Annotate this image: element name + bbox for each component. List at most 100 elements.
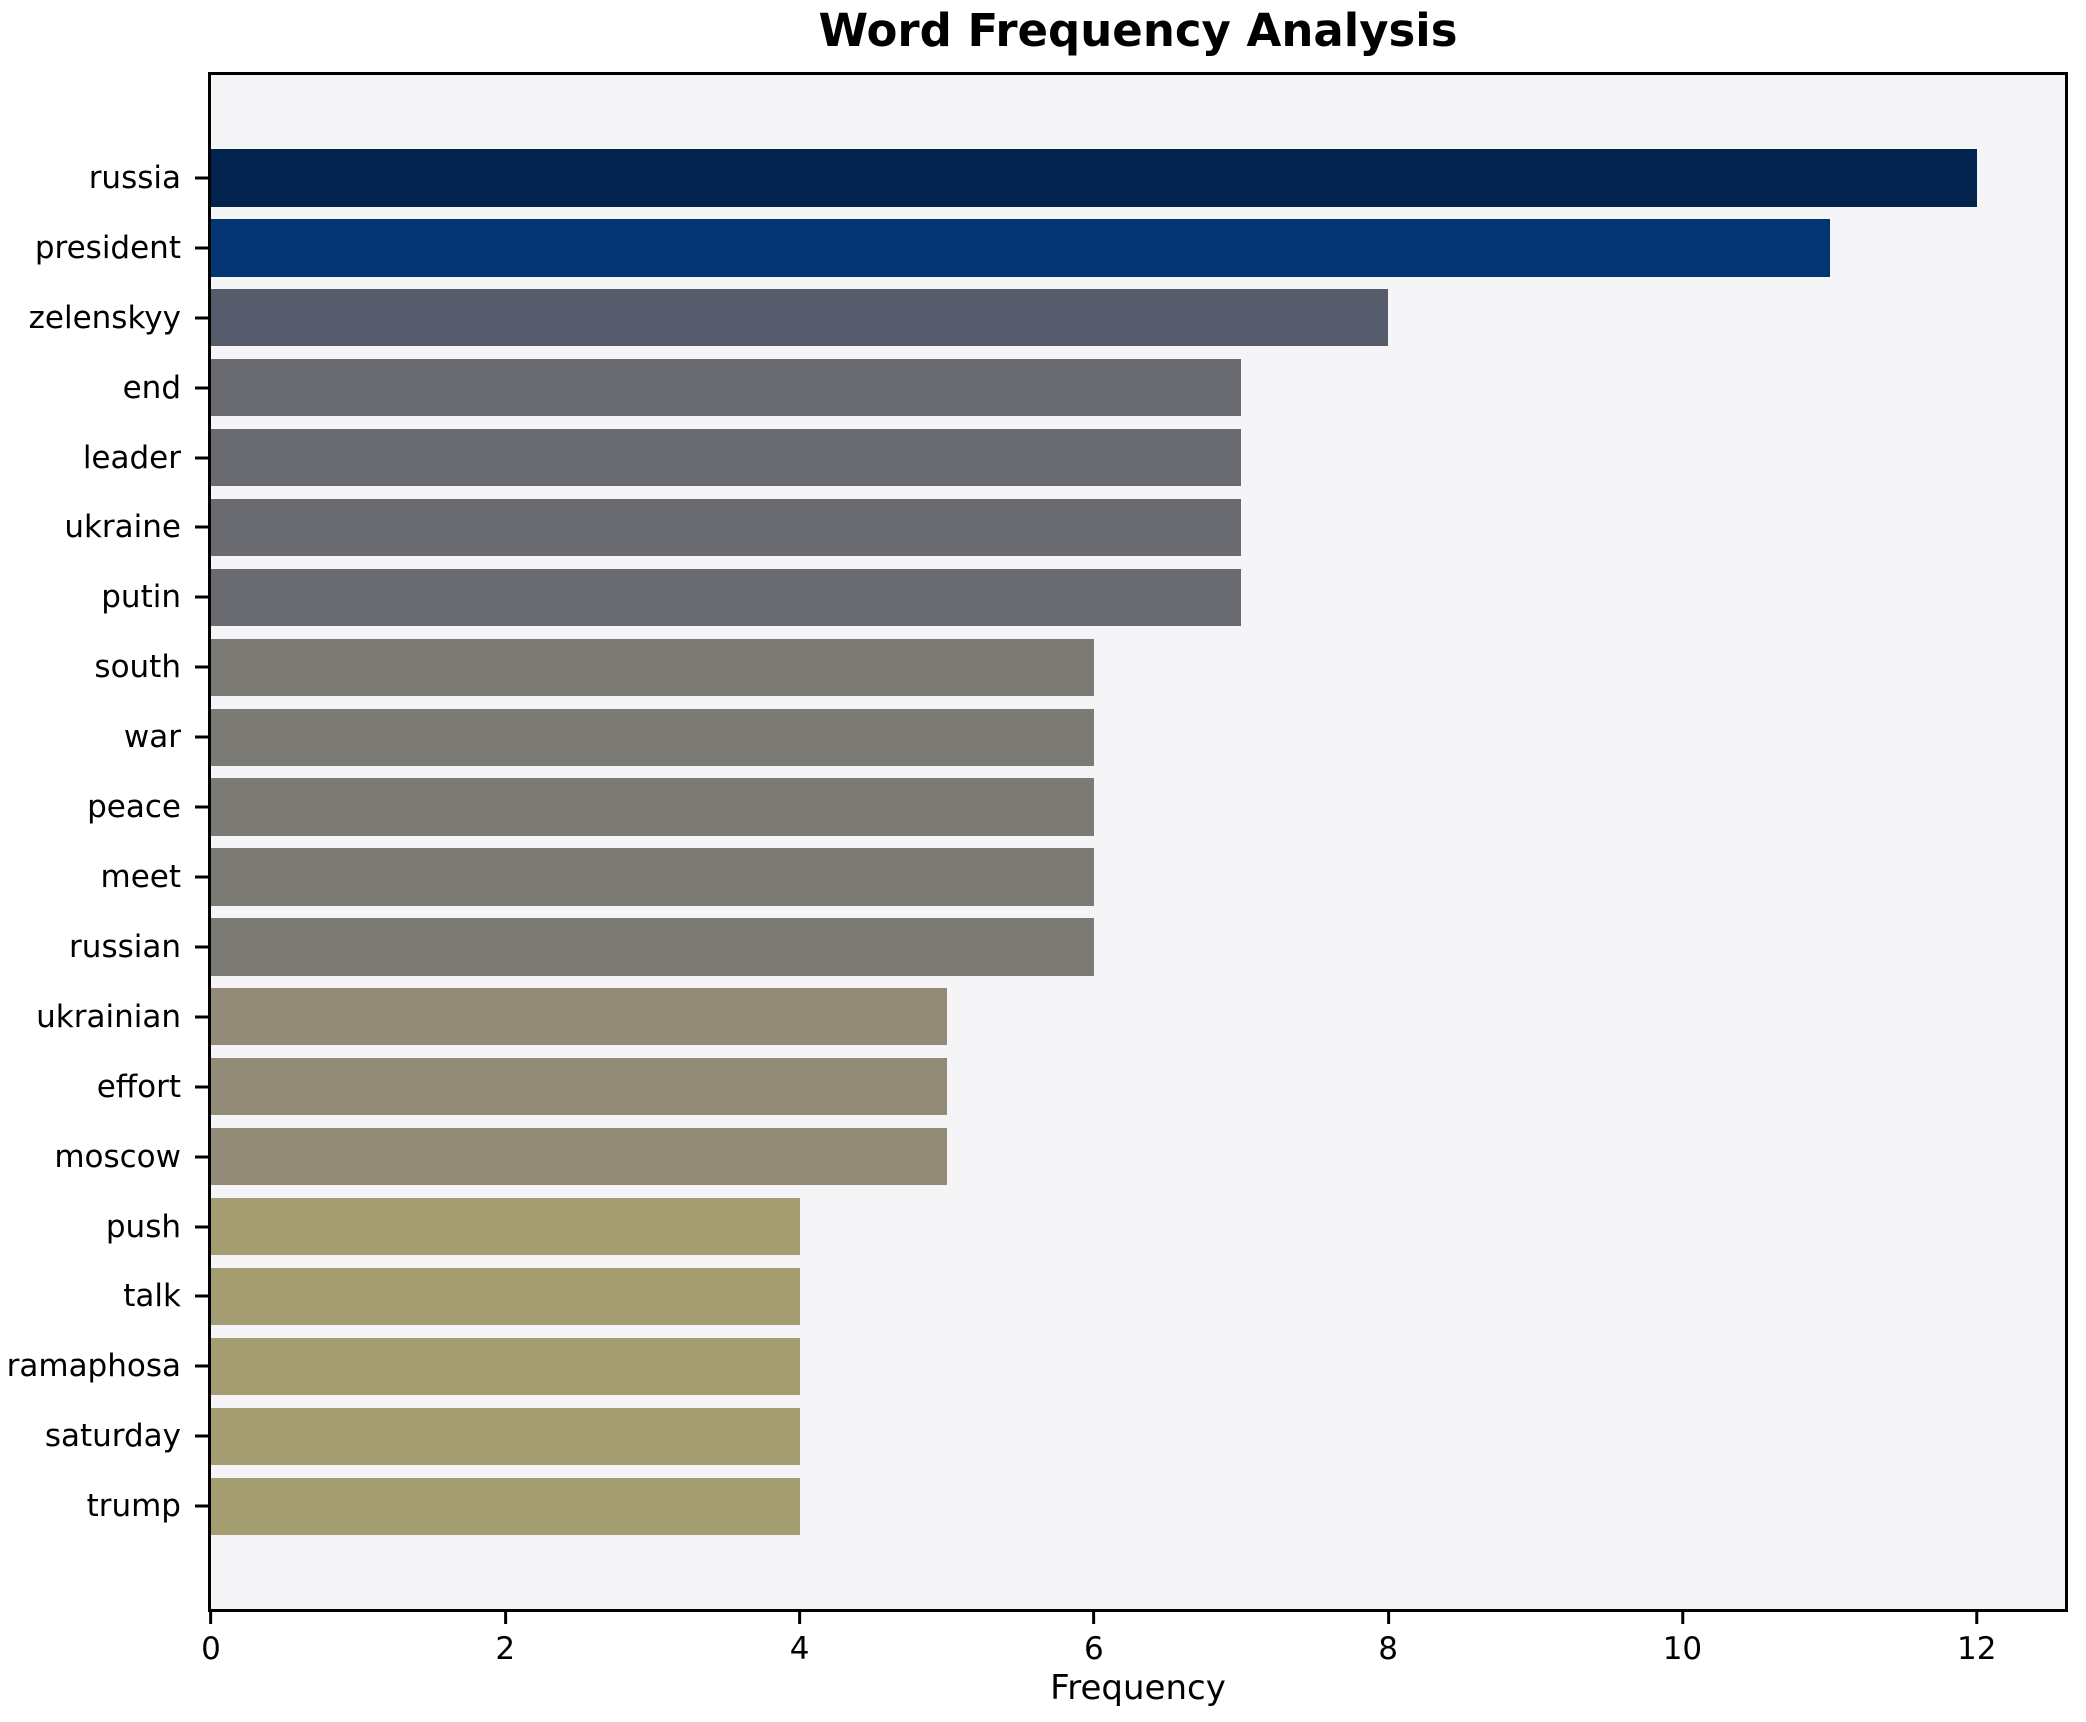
y-tick-label: war <box>123 719 181 756</box>
bar-row: ukraine <box>64 493 2065 563</box>
y-tick-mark <box>195 1225 208 1229</box>
x-tick-label: 12 <box>1956 1631 1997 1667</box>
y-tick-mark <box>195 1155 208 1159</box>
x-tick-label: 0 <box>201 1631 221 1667</box>
bar-peace <box>211 778 1094 836</box>
x-tick-mark <box>1092 1612 1096 1624</box>
bar-row: end <box>123 353 2065 423</box>
x-tick-mark <box>1680 1612 1684 1624</box>
x-tick: 10 <box>1663 1612 1702 1667</box>
x-tick-label: 10 <box>1662 1631 1703 1667</box>
bar-putin <box>211 568 1241 627</box>
y-tick-label: president <box>34 229 181 266</box>
bar-row: zelenskyy <box>29 283 2065 353</box>
y-tick-mark <box>195 1434 208 1438</box>
bar-ramaphosa <box>211 1337 800 1396</box>
y-tick-mark <box>195 665 208 669</box>
x-tick: 2 <box>495 1612 515 1667</box>
y-tick-label: trump <box>86 1488 181 1525</box>
x-tick: 6 <box>1084 1612 1104 1667</box>
bar-ukrainian <box>211 988 947 1046</box>
bar-leader <box>211 428 1241 487</box>
y-tick-label: leader <box>82 439 181 476</box>
bar-row: president <box>35 213 2065 283</box>
y-tick-label: ukrainian <box>36 998 181 1035</box>
bar-president <box>211 219 1830 277</box>
bar-zelenskyy <box>211 289 1389 347</box>
y-tick-mark <box>195 875 208 879</box>
y-tick-mark <box>195 1085 208 1089</box>
x-tick: 12 <box>1957 1612 1996 1667</box>
bar-row: moscow <box>54 1122 2065 1192</box>
bar-row: south <box>94 632 2065 702</box>
bar-ukraine <box>211 498 1241 557</box>
x-tick-label: 4 <box>789 1631 810 1667</box>
x-tick: 4 <box>789 1612 810 1667</box>
y-tick-mark <box>195 595 208 599</box>
y-tick-label: russia <box>88 159 181 196</box>
bar-row: effort <box>97 1052 2065 1122</box>
bar-row: talk <box>123 1262 2065 1332</box>
x-tick-label: 8 <box>1378 1631 1399 1667</box>
bar-row: peace <box>87 772 2065 842</box>
x-tick-label: 2 <box>495 1631 516 1667</box>
y-tick-label: push <box>105 1208 181 1245</box>
y-tick-label: saturday <box>44 1418 181 1455</box>
y-tick-mark <box>195 735 208 739</box>
bar-end <box>211 359 1241 417</box>
y-tick-mark <box>195 246 208 250</box>
x-tick: 0 <box>201 1612 221 1667</box>
bars-container: russia president zelenskyy end leader ukraine… <box>7 75 2065 1609</box>
bar-row: ukrainian <box>36 982 2065 1052</box>
bar-row: ramaphosa <box>7 1331 2065 1401</box>
chart-title: Word Frequency Analysis <box>818 4 1458 57</box>
y-tick-mark <box>195 386 208 390</box>
x-tick-mark <box>1975 1612 1979 1624</box>
y-tick-mark <box>195 805 208 809</box>
bar-row: meet <box>101 842 2065 912</box>
bar-meet <box>211 848 1094 906</box>
x-axis-label: Frequency <box>1050 1668 1226 1708</box>
y-tick-label: ramaphosa <box>6 1348 181 1385</box>
y-tick-mark <box>195 945 208 949</box>
y-tick-label: peace <box>87 789 181 826</box>
y-tick-label: putin <box>101 579 181 616</box>
y-tick-mark <box>195 1504 208 1508</box>
plot-area: russia president zelenskyy end leader ukraine… <box>7 72 2068 1667</box>
x-tick-mark <box>209 1612 213 1624</box>
bar-saturday <box>211 1407 800 1465</box>
bar-row: push <box>106 1192 2065 1262</box>
bar-row: russian <box>69 912 2065 982</box>
bar-effort <box>211 1058 947 1116</box>
y-tick-mark <box>195 1364 208 1368</box>
y-tick-label: talk <box>123 1278 181 1315</box>
y-tick-label: moscow <box>54 1138 181 1175</box>
y-tick-mark <box>195 176 208 180</box>
y-tick-label: effort <box>96 1068 181 1105</box>
x-tick-mark <box>798 1612 802 1624</box>
bar-row: trump <box>87 1471 2065 1541</box>
bar-russian <box>211 918 1094 976</box>
y-tick-mark <box>195 1015 208 1019</box>
bar-trump <box>211 1477 800 1535</box>
y-tick-label: end <box>122 369 181 406</box>
bar-row: war <box>124 702 2065 772</box>
bar-row: russia <box>89 143 2065 213</box>
y-tick-mark <box>195 316 208 320</box>
y-tick-mark <box>195 456 208 460</box>
bar-row: leader <box>83 423 2065 493</box>
bar-russia <box>211 149 1977 207</box>
bar-push <box>211 1197 800 1256</box>
y-tick-label: south <box>94 649 181 686</box>
y-tick-label: zelenskyy <box>28 299 181 336</box>
x-tick: 8 <box>1378 1612 1398 1667</box>
bar-row: putin <box>101 562 2065 632</box>
y-tick-label: ukraine <box>64 509 181 546</box>
x-tick-label: 6 <box>1083 1631 1104 1667</box>
y-tick-label: meet <box>100 859 182 896</box>
y-tick-mark <box>195 1294 208 1298</box>
y-tick-mark <box>195 525 208 529</box>
bar-row: saturday <box>45 1401 2065 1471</box>
bar-talk <box>211 1267 800 1326</box>
